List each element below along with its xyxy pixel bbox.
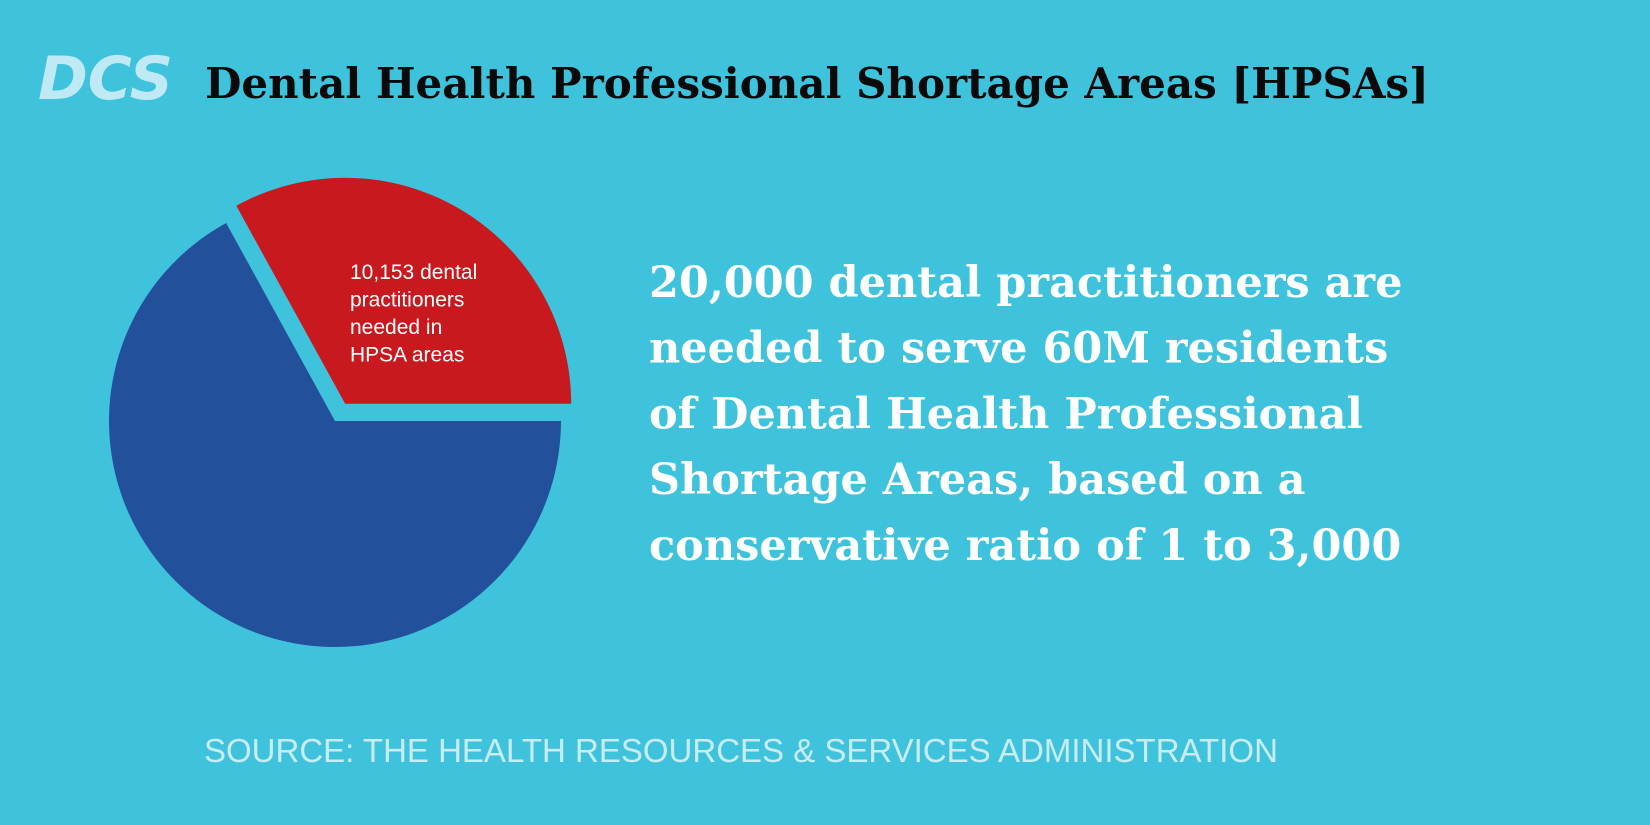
slice-annotation: practitioners	[350, 289, 464, 312]
body-text: conservative ratio of 1 to 3,000	[649, 521, 1401, 571]
slice-annotation: HPSA areas	[350, 344, 464, 367]
pie-slice	[236, 177, 572, 404]
body-text: Shortage Areas, based on a	[649, 455, 1305, 505]
slice-annotation: 10,153 dental	[350, 261, 477, 284]
body-text: needed to serve 60M residents	[649, 324, 1388, 374]
slice-annotation: needed in	[350, 316, 442, 339]
chart-title: Dental Health Professional Shortage Area…	[205, 59, 1429, 108]
logo: DCS	[38, 44, 173, 114]
body-text: of Dental Health Professional	[649, 389, 1363, 439]
pie-slice	[108, 222, 561, 647]
source: SOURCE: THE HEALTH RESOURCES & SERVICES …	[204, 732, 1278, 769]
body-text: 20,000 dental practitioners are	[649, 258, 1402, 308]
